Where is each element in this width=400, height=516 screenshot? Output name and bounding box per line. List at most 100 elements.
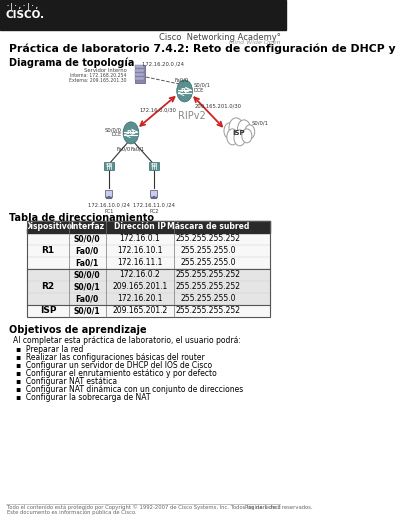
Text: Cisco  Networking Academy°: Cisco Networking Academy° [159,33,280,42]
Text: ▪  Configurar NAT estática: ▪ Configurar NAT estática [16,377,117,385]
Bar [0,0,286,30]
Text: Externa: 209.165.201.30: Externa: 209.165.201.30 [69,78,127,83]
Circle shape [242,129,252,143]
Text: 172.16.0.1: 172.16.0.1 [120,234,160,243]
Bar [150,190,158,197]
Text: 209.165.201.1: 209.165.201.1 [112,282,168,291]
Bar [135,66,144,68]
Text: 172.16.0.0/30: 172.16.0.0/30 [139,108,176,113]
Bar [27,221,270,317]
Circle shape [224,123,235,139]
Text: S1: S1 [105,164,112,168]
Text: Interna: 172.168.20.254: Interna: 172.168.20.254 [70,73,127,78]
Text: Máscara de subred: Máscara de subred [167,222,249,231]
Text: Práctica de laboratorio 7.4.2: Reto de configuración de DHCP y NAT: Práctica de laboratorio 7.4.2: Reto de c… [8,44,400,55]
Bar [27,269,270,281]
Text: 255.255.255.0: 255.255.255.0 [180,294,236,303]
Circle shape [234,130,246,146]
Text: PC1: PC1 [104,209,114,214]
Bar [135,70,144,72]
Text: 255.255.255.0: 255.255.255.0 [180,258,236,267]
Text: 172.16.10.1: 172.16.10.1 [117,246,163,255]
Text: 172.16.11.0 /24: 172.16.11.0 /24 [133,203,175,208]
Bar [27,293,270,305]
Text: Todo el contenido está protegido por Copyright © 1992-2007 de Cisco Systems, Inc: Todo el contenido está protegido por Cop… [7,505,313,510]
Text: Dirección IP: Dirección IP [114,222,166,231]
Text: Fa0/0: Fa0/0 [76,246,99,255]
Bar [27,281,270,293]
Text: 255.255.255.252: 255.255.255.252 [175,306,240,315]
Bar [27,257,270,269]
Text: R1: R1 [41,246,54,255]
Text: S0/0/1: S0/0/1 [251,121,268,126]
Text: 255.255.255.252: 255.255.255.252 [175,270,240,279]
Text: S0/0/1: S0/0/1 [74,282,101,291]
Text: Fa0/0: Fa0/0 [117,147,131,152]
Text: Tabla de direccionamiento: Tabla de direccionamiento [8,213,154,223]
Text: Fa0/0: Fa0/0 [76,294,99,303]
Text: R1: R1 [126,131,136,135]
Text: ▪  Configurar la sobrecarga de NAT: ▪ Configurar la sobrecarga de NAT [16,393,150,401]
Text: 209.165.201.0/30: 209.165.201.0/30 [195,104,242,109]
Text: ▪  Configurar un servidor de DHCP del IOS de Cisco: ▪ Configurar un servidor de DHCP del IOS… [16,361,212,369]
Text: Interfaz: Interfaz [70,222,104,231]
Text: ▪  Configurar NAT dinámica con un conjunto de direcciones: ▪ Configurar NAT dinámica con un conjunt… [16,384,243,394]
Text: Fa0/1: Fa0/1 [76,258,99,267]
Text: 209.165.201.2: 209.165.201.2 [112,306,168,315]
Text: Página 1 de 3: Página 1 de 3 [245,505,280,510]
Text: Dispositivo: Dispositivo [24,222,72,231]
Text: DCE: DCE [194,88,204,93]
Text: R2: R2 [41,282,54,291]
Circle shape [177,80,192,102]
Circle shape [245,125,255,139]
Text: Este documento es información pública de Cisco.: Este documento es información pública de… [7,509,137,514]
Text: 255.255.255.252: 255.255.255.252 [175,282,240,291]
Text: 172.16.0.2: 172.16.0.2 [120,270,160,279]
Bar [27,233,270,245]
Text: Al completar esta práctica de laboratorio, el usuario podrá:: Al completar esta práctica de laboratori… [13,336,241,345]
Bar [106,191,112,196]
Bar [27,221,270,233]
Text: 172.16.10.0 /24: 172.16.10.0 /24 [88,203,130,208]
Circle shape [229,118,243,138]
Text: ·|·,·|·,: ·|·,·|·, [6,3,40,10]
Text: CISCO.: CISCO. [6,10,45,20]
Text: Mind Wide Open: Mind Wide Open [229,40,280,45]
Text: S0/0/0: S0/0/0 [105,127,122,133]
Text: 172.16.20.0 /24: 172.16.20.0 /24 [142,62,184,67]
Text: ▪  Configurar el enrutamiento estático y por defecto: ▪ Configurar el enrutamiento estático y … [16,368,216,378]
Text: PC2: PC2 [149,209,158,214]
Bar [27,245,270,257]
Text: 172.16.11.1: 172.16.11.1 [117,258,162,267]
Bar [27,305,270,317]
Text: DCE: DCE [111,133,122,137]
Text: 172.16.20.1: 172.16.20.1 [117,294,163,303]
Text: S0/0/1: S0/0/1 [74,306,101,315]
Circle shape [238,120,250,138]
Text: ▪  Preparar la red: ▪ Preparar la red [16,345,83,353]
Text: Diagrama de topología: Diagrama de topología [8,58,134,69]
Bar [151,191,157,196]
Text: ▪  Realizar las configuraciones básicas del router: ▪ Realizar las configuraciones básicas d… [16,352,204,362]
Text: ISP: ISP [232,130,244,136]
Bar [105,190,112,197]
Bar [104,162,114,170]
Text: Fa0/1: Fa0/1 [131,147,145,152]
Circle shape [123,122,139,144]
Text: Servidor Interno: Servidor Interno [84,68,127,73]
Bar [134,65,144,83]
Text: S2: S2 [150,164,157,168]
Circle shape [227,129,238,145]
Bar [135,73,144,76]
Text: Fa0/0: Fa0/0 [175,78,189,83]
Text: S0/0/1: S0/0/1 [194,83,211,88]
Text: S0/0/0: S0/0/0 [74,270,101,279]
Bar [149,162,159,170]
Text: 255.255.255.0: 255.255.255.0 [180,246,236,255]
Text: Objetivos de aprendizaje: Objetivos de aprendizaje [8,325,146,335]
Text: 255.255.255.252: 255.255.255.252 [175,234,240,243]
Text: RIPv2: RIPv2 [178,111,206,121]
Bar [135,77,144,80]
Text: R2: R2 [180,88,189,93]
Text: ISP: ISP [40,306,56,315]
